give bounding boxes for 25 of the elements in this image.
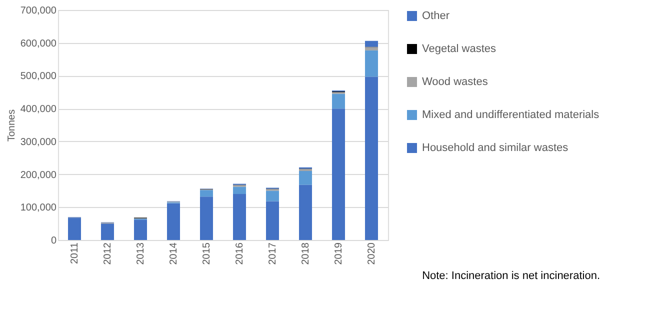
legend-label: Household and similar wastes	[422, 142, 569, 154]
x-tick-label: 2015	[202, 242, 212, 265]
x-tick-label: 2018	[300, 242, 312, 265]
text: Note: Incineration is net incineration.	[422, 270, 600, 282]
y-tick-label: 300,000	[20, 136, 57, 148]
legend-label: Other	[422, 10, 450, 22]
legend-label: Mixed and undifferentiated materials	[422, 109, 600, 121]
x-tick-label: 2017	[268, 242, 278, 265]
y-tick-label: 600,000	[20, 38, 57, 50]
y-tick-label: 200,000	[20, 170, 57, 181]
y-tick-label: 700,000	[20, 6, 57, 16]
legend-label: Wood wastes	[422, 76, 488, 88]
legend-label: Vegetal wastes	[422, 43, 496, 55]
x-tick-label: 2012	[102, 242, 114, 265]
y-tick-label: 500,000	[20, 71, 57, 82]
x-tick-label: 2019	[334, 242, 344, 265]
x-tick-label: 2014	[168, 242, 180, 265]
x-tick-label: 2020	[366, 242, 378, 265]
y-axis-title: Tonnes	[6, 109, 18, 142]
y-tick-label: 0	[50, 236, 57, 246]
y-tick-label: 100,000	[20, 202, 57, 214]
x-tick-label: 2011	[70, 242, 80, 264]
x-tick-label: 2016	[234, 242, 246, 265]
x-tick-label: 2013	[136, 242, 146, 265]
y-tick-label: 400,000	[20, 104, 57, 116]
